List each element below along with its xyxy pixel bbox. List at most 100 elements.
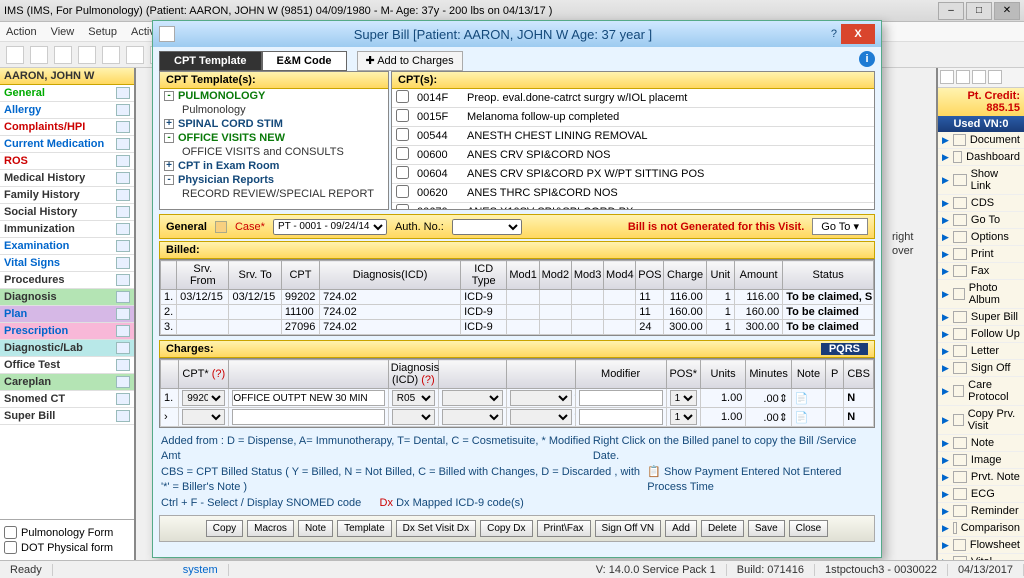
cpt-desc-input[interactable] [232,390,384,406]
nav-item[interactable]: Prescription [0,323,134,340]
nav-item[interactable]: Complaints/HPI [0,119,134,136]
action-item[interactable]: ▶Reminder [938,503,1024,520]
dlg-button-close[interactable]: Close [789,520,829,537]
charge-row[interactable]: 1.99203R05 ▾ Dx111.00.00⇕📄N [161,389,874,408]
action-item[interactable]: ▶Show Link [938,166,1024,195]
dlg-button-signoffvn[interactable]: Sign Off VN [595,520,662,537]
action-item[interactable]: ▶ECG [938,486,1024,503]
nav-item[interactable]: Super Bill [0,408,134,425]
cpt-row[interactable]: 00544ANESTH CHEST LINING REMOVAL [392,127,874,146]
action-item[interactable]: ▶Options [938,229,1024,246]
charge-row[interactable]: › ▾ Dx111.00.00⇕📄N [161,408,874,427]
dialog-close-button[interactable]: X [841,24,875,44]
action-item[interactable]: ▶Image [938,452,1024,469]
diag-select[interactable]: R05 [392,390,435,406]
restore-button[interactable]: □ [966,2,992,20]
dlg-button-add[interactable]: Add [665,520,697,537]
nav-item[interactable]: Diagnostic/Lab [0,340,134,357]
action-item[interactable]: ▶Document [938,132,1024,149]
minimize-button[interactable]: ‒ [938,2,964,20]
action-item[interactable]: ▶Copy Prv. Visit [938,406,1024,435]
goto-button[interactable]: Go To ▾ [812,218,868,235]
action-item[interactable]: ▶Go To [938,212,1024,229]
action-item[interactable]: ▶Letter [938,343,1024,360]
dlg-button-dxsetvisitdx[interactable]: Dx Set Visit Dx [396,520,477,537]
nav-item[interactable]: Vital Signs [0,255,134,272]
form-check[interactable]: Pulmonology Form [4,526,130,539]
tree-item[interactable]: - PULMONOLOGY [160,89,388,103]
toolbar-icon[interactable] [54,46,72,64]
cpt-select[interactable]: 99203 [182,390,225,406]
menu-view[interactable]: View [51,26,75,38]
nav-item[interactable]: Snomed CT [0,391,134,408]
tree-item[interactable]: + SPINAL CORD STIM [160,117,388,131]
toolbar-icon[interactable] [988,70,1002,84]
nav-item[interactable]: Medical History [0,170,134,187]
cpt-row[interactable]: 00670ANES X10SV SPI&SPI CORD PX [392,203,874,210]
nav-item[interactable]: ROS [0,153,134,170]
action-item[interactable]: ▶Follow Up [938,326,1024,343]
cpt-row[interactable]: 0014FPreop. eval.done-catrct surgry w/IO… [392,89,874,108]
nav-item[interactable]: Diagnosis [0,289,134,306]
toolbar-icon[interactable] [30,46,48,64]
menu-action[interactable]: Action [6,26,37,38]
tree-item[interactable]: RECORD REVIEW/SPECIAL REPORT [160,187,388,201]
nav-item[interactable]: Office Test [0,357,134,374]
add-to-charges-button[interactable]: ✚ Add to Charges [357,51,463,71]
nav-item[interactable]: Examination [0,238,134,255]
toolbar-icon[interactable] [6,46,24,64]
billed-row[interactable]: 1.03/12/1503/12/1599202724.02ICD-911116.… [161,290,874,305]
tree-item[interactable]: + CPT in Exam Room [160,159,388,173]
action-item[interactable]: ▶Care Protocol [938,377,1024,406]
toolbar-icon[interactable] [972,70,986,84]
menu-setup[interactable]: Setup [88,26,117,38]
toolbar-icon[interactable] [78,46,96,64]
nav-item[interactable]: Immunization [0,221,134,238]
action-item[interactable]: ▶Photo Album [938,280,1024,309]
nav-item[interactable]: Allergy [0,102,134,119]
close-button[interactable]: ✕ [994,2,1020,20]
action-item[interactable]: ▶Dashboard [938,149,1024,166]
action-item[interactable]: ▶Super Bill [938,309,1024,326]
dlg-button-copy[interactable]: Copy [206,520,243,537]
nav-item[interactable]: Social History [0,204,134,221]
nav-item[interactable]: Plan [0,306,134,323]
dlg-button-save[interactable]: Save [748,520,785,537]
nav-item[interactable]: Family History [0,187,134,204]
nav-item[interactable]: Procedures [0,272,134,289]
action-item[interactable]: ▶Prvt. Note [938,469,1024,486]
toolbar-icon[interactable] [126,46,144,64]
nav-item[interactable]: Careplan [0,374,134,391]
action-item[interactable]: ▶Fax [938,263,1024,280]
billed-row[interactable]: 2.11100724.02ICD-911160.001160.00To be c… [161,305,874,320]
action-item[interactable]: ▶Sign Off [938,360,1024,377]
cpt-row[interactable]: 00604ANES CRV SPI&CORD PX W/PT SITTING P… [392,165,874,184]
dlg-button-template[interactable]: Template [337,520,392,537]
action-item[interactable]: ▶Flowsheet [938,537,1024,554]
tab-cpt-template[interactable]: CPT Template [159,51,262,71]
status-user[interactable]: system [183,564,218,576]
action-item[interactable]: ▶Note [938,435,1024,452]
dlg-button-macros[interactable]: Macros [247,520,294,537]
auth-select[interactable] [452,219,522,235]
dlg-button-note[interactable]: Note [298,520,333,537]
cpt-row[interactable]: 00600ANES CRV SPI&CORD NOS [392,146,874,165]
toolbar-icon[interactable] [956,70,970,84]
nav-item[interactable]: General [0,85,134,102]
action-item[interactable]: ▶Comparison [938,520,1024,537]
dlg-button-delete[interactable]: Delete [701,520,744,537]
tab-em-code[interactable]: E&M Code [262,51,347,71]
billed-row[interactable]: 3.27096724.02ICD-924300.001300.00To be c… [161,320,874,335]
dlg-button-printfax[interactable]: Print\Fax [537,520,591,537]
tree-item[interactable]: - Physician Reports [160,173,388,187]
action-item[interactable]: ▶CDS [938,195,1024,212]
tree-item[interactable]: - OFFICE VISITS NEW [160,131,388,145]
tree-item[interactable]: OFFICE VISITS and CONSULTS [160,145,388,159]
action-item[interactable]: ▶Print [938,246,1024,263]
tree-item[interactable]: Pulmonology [160,103,388,117]
nav-item[interactable]: Current Medication [0,136,134,153]
form-check[interactable]: DOT Physical form [4,541,130,554]
cpt-row[interactable]: 0015FMelanoma follow-up completed [392,108,874,127]
info-icon[interactable]: i [859,51,875,67]
toolbar-icon[interactable] [940,70,954,84]
